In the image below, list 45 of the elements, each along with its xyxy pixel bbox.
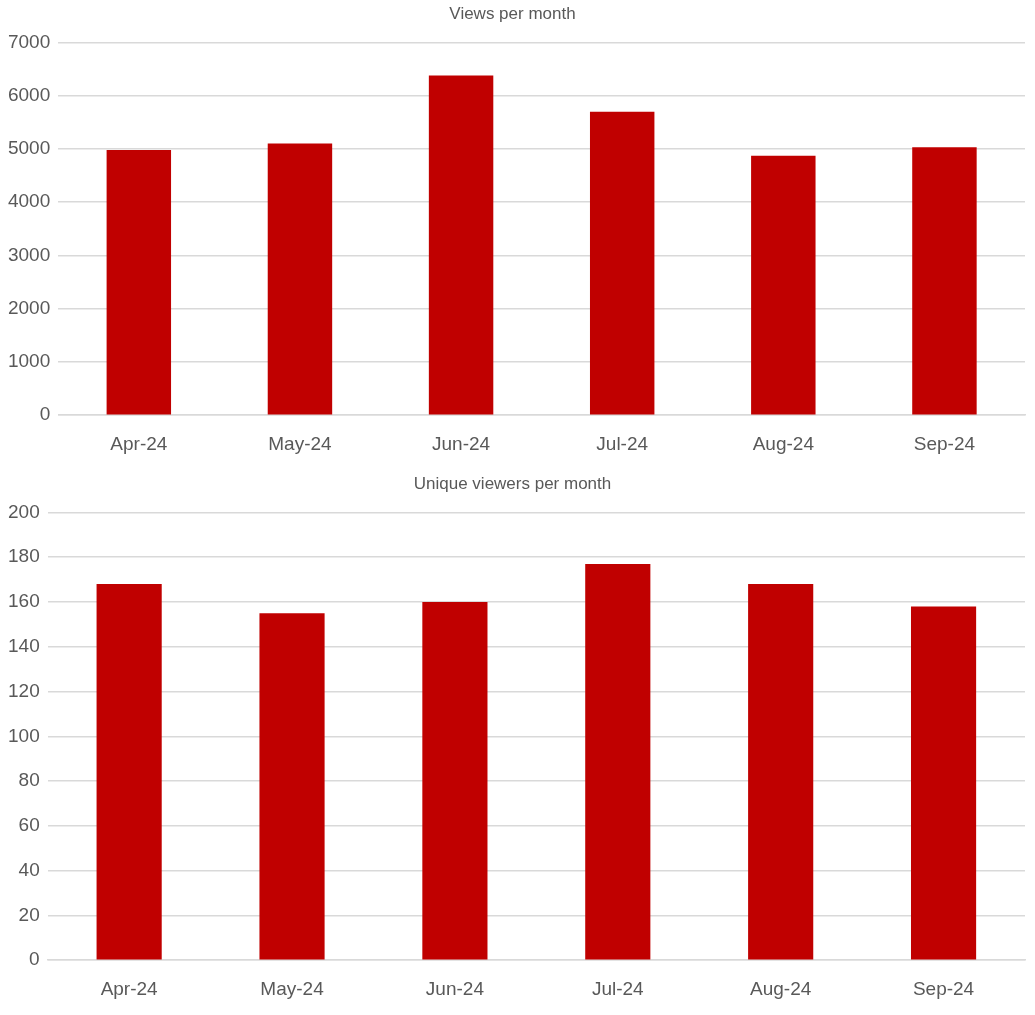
bar xyxy=(428,75,494,415)
y-tick-label: 7000 xyxy=(7,30,51,52)
y-tick-label: 200 xyxy=(8,500,40,522)
y-tick-label: 3000 xyxy=(7,243,51,265)
y-tick-label: 180 xyxy=(8,545,40,567)
bar xyxy=(106,149,172,415)
x-tick-label: Sep-24 xyxy=(913,432,976,454)
y-tick-label: 6000 xyxy=(7,83,51,105)
bar xyxy=(751,155,816,415)
bar xyxy=(585,563,651,960)
bar xyxy=(748,584,814,960)
bar xyxy=(910,606,977,960)
x-tick-label: Apr-24 xyxy=(110,432,168,454)
bar xyxy=(912,147,977,415)
bar xyxy=(259,613,325,960)
x-tick-label: Jun-24 xyxy=(432,432,491,454)
y-tick-label: 100 xyxy=(8,724,40,746)
y-tick-label: 4000 xyxy=(7,190,51,212)
x-tick-label: Jul-24 xyxy=(591,977,645,999)
bar xyxy=(96,584,162,960)
bar xyxy=(589,111,655,415)
chart-title: Views per month xyxy=(449,3,576,23)
x-tick-label: Apr-24 xyxy=(100,977,159,999)
y-tick-label: 1000 xyxy=(7,350,51,372)
y-tick-label: 140 xyxy=(8,634,40,656)
y-tick-label: 5000 xyxy=(7,137,51,159)
x-tick-label: Aug-24 xyxy=(750,977,812,999)
x-tick-label: Aug-24 xyxy=(752,432,815,454)
y-tick-label: 60 xyxy=(18,814,40,836)
y-tick-label: 120 xyxy=(8,679,40,701)
y-tick-label: 80 xyxy=(18,769,40,791)
x-tick-label: May-24 xyxy=(260,977,325,999)
x-tick-label: Jun-24 xyxy=(425,977,485,999)
y-tick-label: 0 xyxy=(29,948,40,970)
y-tick-label: 40 xyxy=(18,858,40,880)
x-tick-label: Sep-24 xyxy=(912,977,975,999)
x-tick-label: May-24 xyxy=(268,432,333,454)
y-tick-label: 0 xyxy=(39,403,51,425)
chart-title: Unique viewers per month xyxy=(413,473,612,493)
bar xyxy=(267,143,333,415)
bar xyxy=(422,601,488,960)
y-tick-label: 2000 xyxy=(7,296,51,318)
y-tick-label: 20 xyxy=(18,903,40,925)
y-tick-label: 160 xyxy=(8,590,40,612)
x-tick-label: Jul-24 xyxy=(596,432,649,454)
